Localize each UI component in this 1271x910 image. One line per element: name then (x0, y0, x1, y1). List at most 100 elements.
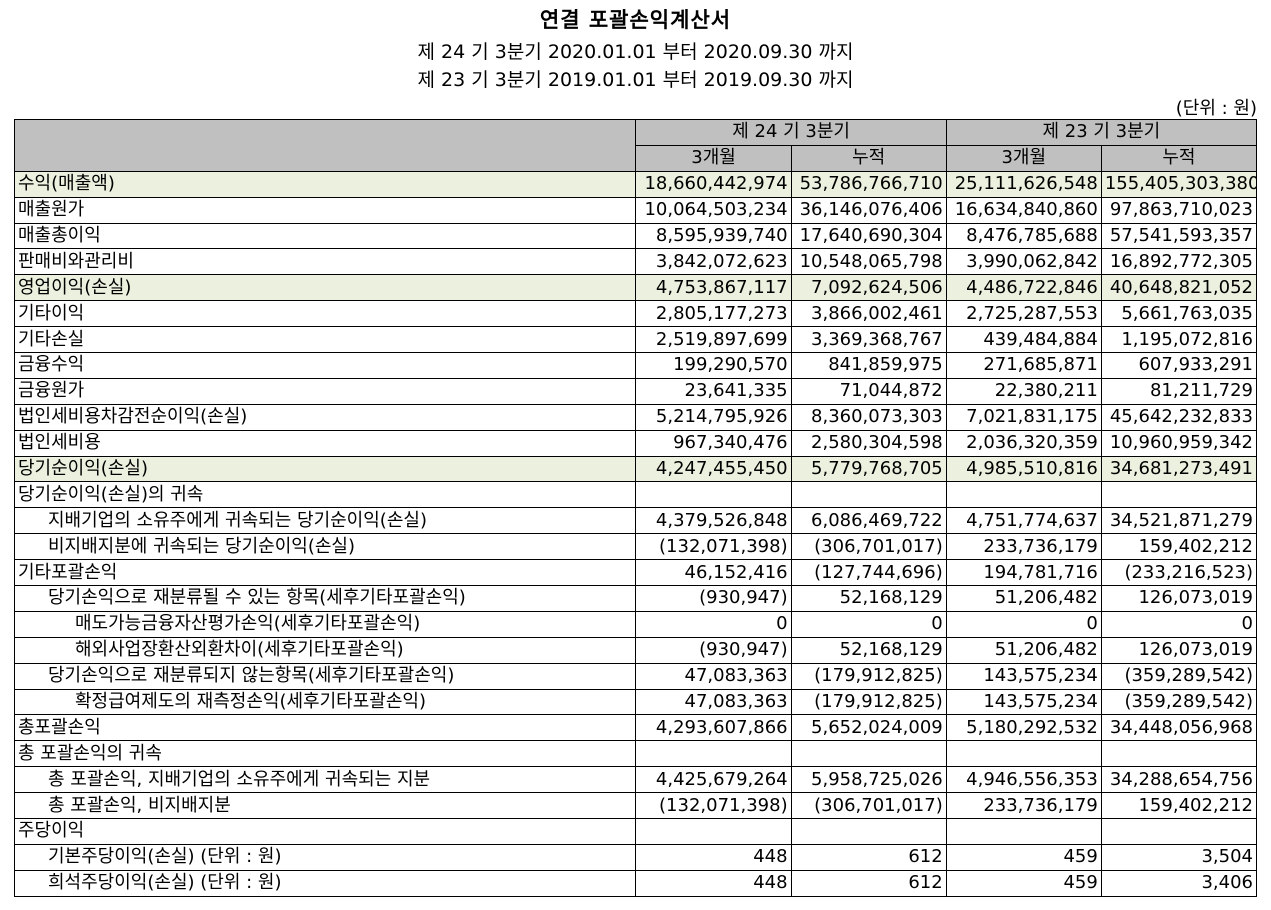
income-statement-table: 제 24 기 3분기 제 23 기 3분기 3개월 누적 3개월 누적 수익(매… (13, 119, 1258, 897)
table-row: 총 포괄손익의 귀속 (13, 740, 1258, 768)
row-value: (306,701,017) (790, 792, 947, 820)
row-value: 0 (635, 610, 792, 638)
table-row: 총포괄손익 4,293,607,866 5,652,024,009 5,180,292… (13, 714, 1258, 742)
row-value: 607,933,291 (1100, 352, 1258, 379)
table-row: 판매비와관리비 3,842,072,623 10,548,065,798 3,990,… (13, 248, 1258, 276)
row-value: 97,863,710,023 (1100, 196, 1258, 224)
table-row: 희석주당이익(손실) (단위 : 원) 448 612 459 3,406 (13, 869, 1258, 897)
row-value: 3,504 (1100, 843, 1258, 871)
table-row: 당기손익으로 재분류될 수 있는 항목(세후기타포괄손익) (930,947) 52… (13, 585, 1258, 612)
row-value: 1,195,072,816 (1100, 326, 1258, 354)
table-row: 법인세비용차감전순이익(손실) 5,214,795,926 8,360,073,30… (13, 403, 1258, 431)
row-value: 194,781,716 (945, 559, 1102, 587)
row-value: 159,402,212 (1100, 792, 1258, 820)
row-value: 16,892,772,305 (1100, 248, 1258, 276)
row-label: 총 포괄손익의 귀속 (13, 740, 637, 768)
table-row: 비지배지분에 귀속되는 당기순이익(손실) (132,071,398) (306,7… (13, 533, 1258, 561)
table-row: 당기손익으로 재분류되지 않는항목(세후기타포괄손익) 47,083,363 (17… (13, 662, 1258, 690)
row-value: 4,379,526,848 (635, 507, 792, 535)
row-label: 해외사업장환산외환차이(세후기타포괄손익) (13, 636, 637, 664)
row-value (1100, 481, 1258, 509)
row-value: 3,866,002,461 (790, 300, 947, 328)
row-value: 10,064,503,234 (635, 196, 792, 224)
row-value: 448 (635, 843, 792, 871)
row-value: 0 (945, 610, 1102, 638)
row-label: 비지배지분에 귀속되는 당기순이익(손실) (13, 533, 637, 561)
row-value: 271,685,871 (945, 352, 1102, 379)
table-row: 기타포괄손익 46,152,416 (127,744,696) 194,781,716… (13, 559, 1258, 587)
table-row: 당기순이익(손실)의 귀속 (13, 481, 1258, 509)
row-value: 51,206,482 (945, 585, 1102, 612)
row-value: 143,575,234 (945, 688, 1102, 716)
row-value: 4,753,867,117 (635, 274, 792, 302)
row-value (635, 481, 792, 509)
row-label: 주당이익 (13, 818, 637, 845)
row-value: 53,786,766,710 (790, 170, 947, 198)
row-value: 155,405,303,380 (1100, 170, 1258, 198)
row-value: 5,652,024,009 (790, 714, 947, 742)
row-value: (132,071,398) (635, 792, 792, 820)
row-value: 4,247,455,450 (635, 455, 792, 483)
row-value: 2,805,177,273 (635, 300, 792, 328)
row-value: 3,990,062,842 (945, 248, 1102, 276)
row-value (1100, 818, 1258, 845)
table-header: 제 24 기 3분기 제 23 기 3분기 3개월 누적 3개월 누적 (13, 119, 1258, 172)
row-value: 10,548,065,798 (790, 248, 947, 276)
table-row: 영업이익(손실) 4,753,867,117 7,092,624,506 4,486,… (13, 274, 1258, 302)
table-row: 기타손실 2,519,897,699 3,369,368,767 439,484,88… (13, 326, 1258, 354)
row-value: 4,985,510,816 (945, 455, 1102, 483)
row-value (1100, 740, 1258, 768)
row-value: (127,744,696) (790, 559, 947, 587)
table-row: 확정급여제도의 재측정손익(세후기타포괄손익) 47,083,363 (179,91… (13, 688, 1258, 716)
table-row: 지배기업의 소유주에게 귀속되는 당기순이익(손실) 4,379,526,848 6… (13, 507, 1258, 535)
row-value: (132,071,398) (635, 533, 792, 561)
row-label: 당기순이익(손실) (13, 455, 637, 483)
table-row: 당기순이익(손실) 4,247,455,450 5,779,768,705 4,985… (13, 455, 1258, 483)
row-value: 5,180,292,532 (945, 714, 1102, 742)
row-value: 34,288,654,756 (1100, 766, 1258, 794)
row-value: 199,290,570 (635, 352, 792, 379)
statement-title: 연결 포괄손익계산서 (539, 8, 732, 32)
row-value: 0 (1100, 610, 1258, 638)
row-value: 47,083,363 (635, 662, 792, 690)
row-label: 금융수익 (13, 352, 637, 379)
row-value: 51,206,482 (945, 636, 1102, 664)
row-label: 당기순이익(손실)의 귀속 (13, 481, 637, 509)
row-value: 46,152,416 (635, 559, 792, 587)
row-value: 6,086,469,722 (790, 507, 947, 535)
row-label: 희석주당이익(손실) (단위 : 원) (13, 869, 637, 897)
row-label: 총포괄손익 (13, 714, 637, 742)
table-row: 주당이익 (13, 818, 1258, 845)
row-label: 기타손실 (13, 326, 637, 354)
row-value: 5,214,795,926 (635, 403, 792, 431)
row-value: 841,859,975 (790, 352, 947, 379)
row-label: 수익(매출액) (13, 170, 637, 198)
row-value: 71,044,872 (790, 377, 947, 405)
row-label: 매도가능금융자산평가손익(세후기타포괄손익) (13, 610, 637, 638)
row-value: 8,595,939,740 (635, 222, 792, 250)
row-label: 총 포괄손익, 지배기업의 소유주에게 귀속되는 지분 (13, 766, 637, 794)
row-value: 4,751,774,637 (945, 507, 1102, 535)
row-value: 40,648,821,052 (1100, 274, 1258, 302)
table-row: 기본주당이익(손실) (단위 : 원) 448 612 459 3,504 (13, 843, 1258, 871)
row-value: 233,736,179 (945, 792, 1102, 820)
period-current: 제 24 기 3분기 2020.01.01 부터 2020.09.30 까지 (417, 41, 854, 63)
row-value: 126,073,019 (1100, 585, 1258, 612)
row-value: 45,642,232,833 (1100, 403, 1258, 431)
row-value: (930,947) (635, 636, 792, 664)
row-value: 3,842,072,623 (635, 248, 792, 276)
table-row: 매도가능금융자산평가손익(세후기타포괄손익) 0 0 0 0 (13, 610, 1258, 638)
row-value: 34,521,871,279 (1100, 507, 1258, 535)
header-current-3months: 3개월 (635, 144, 792, 172)
table-row: 수익(매출액) 18,660,442,974 53,786,766,710 25,11… (13, 170, 1258, 198)
row-value: 25,111,626,548 (945, 170, 1102, 198)
table-row: 기타이익 2,805,177,273 3,866,002,461 2,725,287,… (13, 300, 1258, 328)
row-value: 612 (790, 869, 947, 897)
row-value: 17,640,690,304 (790, 222, 947, 250)
row-value: 81,211,729 (1100, 377, 1258, 405)
row-value: 126,073,019 (1100, 636, 1258, 664)
row-label: 영업이익(손실) (13, 274, 637, 302)
table-row: 매출원가 10,064,503,234 36,146,076,406 16,634,8… (13, 196, 1258, 224)
row-label: 당기손익으로 재분류되지 않는항목(세후기타포괄손익) (13, 662, 637, 690)
row-value: 4,946,556,353 (945, 766, 1102, 794)
